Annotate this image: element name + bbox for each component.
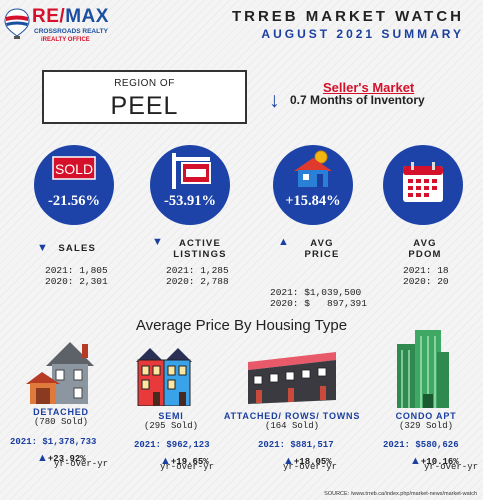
detached-yoy: yr-over-yr [54,459,109,469]
detached-price: 2021: $1,378,733 [10,437,97,447]
townhouse-icon [248,352,336,404]
active-listings-label: ACTIVE LISTINGS [173,238,227,260]
avg-price-label: AVG PRICE [304,238,340,260]
semi-change-row: ▲+19.65% [160,451,209,469]
detached-change-row: ▲+23.92% [37,448,86,466]
avg-pdom-label: AVG PDOM [408,238,442,260]
listings-circle: -53.91% [150,145,230,225]
sales-label: SALES [58,243,97,254]
listings-values: 2021: 1,285 2020: 2,788 [166,265,229,287]
office-name: CROSSROADS REALTY [34,28,108,35]
attached-price: 2021: $881,517 [258,440,334,450]
down-triangle-icon: ▼ [37,242,48,254]
condo-block: CONDO APT (329 Sold) [376,411,476,431]
detached-change: +23.92% [47,454,86,464]
sold-sign-text: SOLD [55,161,93,177]
semi-block: SEMI (295 Sold) [126,411,216,431]
attached-yoy: yr-over-yr [283,462,338,472]
attached-change-row: ▲+18.05% [283,451,332,469]
condo-change: +10.16% [420,457,459,467]
arrow-down-icon: ↓ [269,89,280,112]
report-subtitle: AUGUST 2021 SUMMARY [261,27,464,41]
up-triangle-icon: ▲ [278,236,289,248]
up-triangle-icon: ▲ [37,452,48,464]
for-sale-sign-icon [172,153,211,189]
price-values: 2021: $1,039,500 2020: $ 897,391 [270,287,367,309]
office-type: iREALTY OFFICE [41,37,90,43]
source-note: SOURCE: /www.trreb.ca/index.php/market-n… [324,491,477,497]
sales-circle: SOLD -21.56% [34,145,114,225]
section-title: Average Price By Housing Type [135,317,348,334]
region-label: REGION OF [114,78,175,89]
sales-label-block: ▼ SALES [37,238,96,256]
up-triangle-icon: ▲ [160,455,171,467]
condo-price: 2021: $580,626 [383,440,459,450]
semi-yoy: yr-over-yr [160,462,215,472]
down-triangle-icon: ▼ [152,236,163,248]
condo-building-icon [397,330,449,408]
pdom-circle [383,145,463,225]
sales-change: -21.56% [48,193,100,209]
region-name: PEEL [110,92,179,120]
condo-change-row: ▲+10.16% [410,451,459,469]
remax-wordmark: RE/MAX [32,6,109,27]
price-circle: +15.84% [273,145,353,225]
semi-change: +19.65% [170,457,209,467]
remax-logo: RE/MAX CROSSROADS REALTY iREALTY OFFICE [4,6,122,52]
market-type: Seller's Market [323,80,415,95]
detached-sold: (780 Sold) [33,417,88,427]
months-of-inventory: 0.7 Months of Inventory [290,93,425,107]
price-change: +15.84% [285,193,341,209]
listings-change: -53.91% [164,193,216,209]
up-triangle-icon: ▲ [283,455,294,467]
condo-sold: (329 Sold) [398,421,453,431]
condo-yoy: yr-over-yr [424,462,479,472]
attached-block: ATTACHED/ ROWS/ TOWNS (164 Sold) [222,411,362,431]
condo-name: CONDO APT [395,411,457,421]
up-triangle-icon: ▲ [410,455,421,467]
region-box: REGION OF PEEL [42,70,247,124]
semi-name: SEMI [158,411,184,421]
detached-name: DETACHED [33,407,89,417]
attached-change: +18.05% [293,457,332,467]
report-title: TRREB MARKET WATCH [231,8,464,25]
detached-block: DETACHED (780 Sold) [8,407,114,427]
house-icon [294,150,332,187]
semi-sold: (295 Sold) [143,421,198,431]
sales-values: 2021: 1,805 2020: 2,301 [45,265,108,287]
balloon-icon [4,8,30,39]
attached-sold: (164 Sold) [264,421,319,431]
pdom-values: 2021: 18 2020: 20 [403,265,449,287]
semi-price: 2021: $962,123 [134,440,210,450]
detached-house-icon [26,342,94,404]
sold-sign-icon: SOLD [52,156,96,180]
calendar-icon [403,162,443,202]
semi-house-icon [136,348,192,406]
attached-name: ATTACHED/ ROWS/ TOWNS [223,411,361,421]
